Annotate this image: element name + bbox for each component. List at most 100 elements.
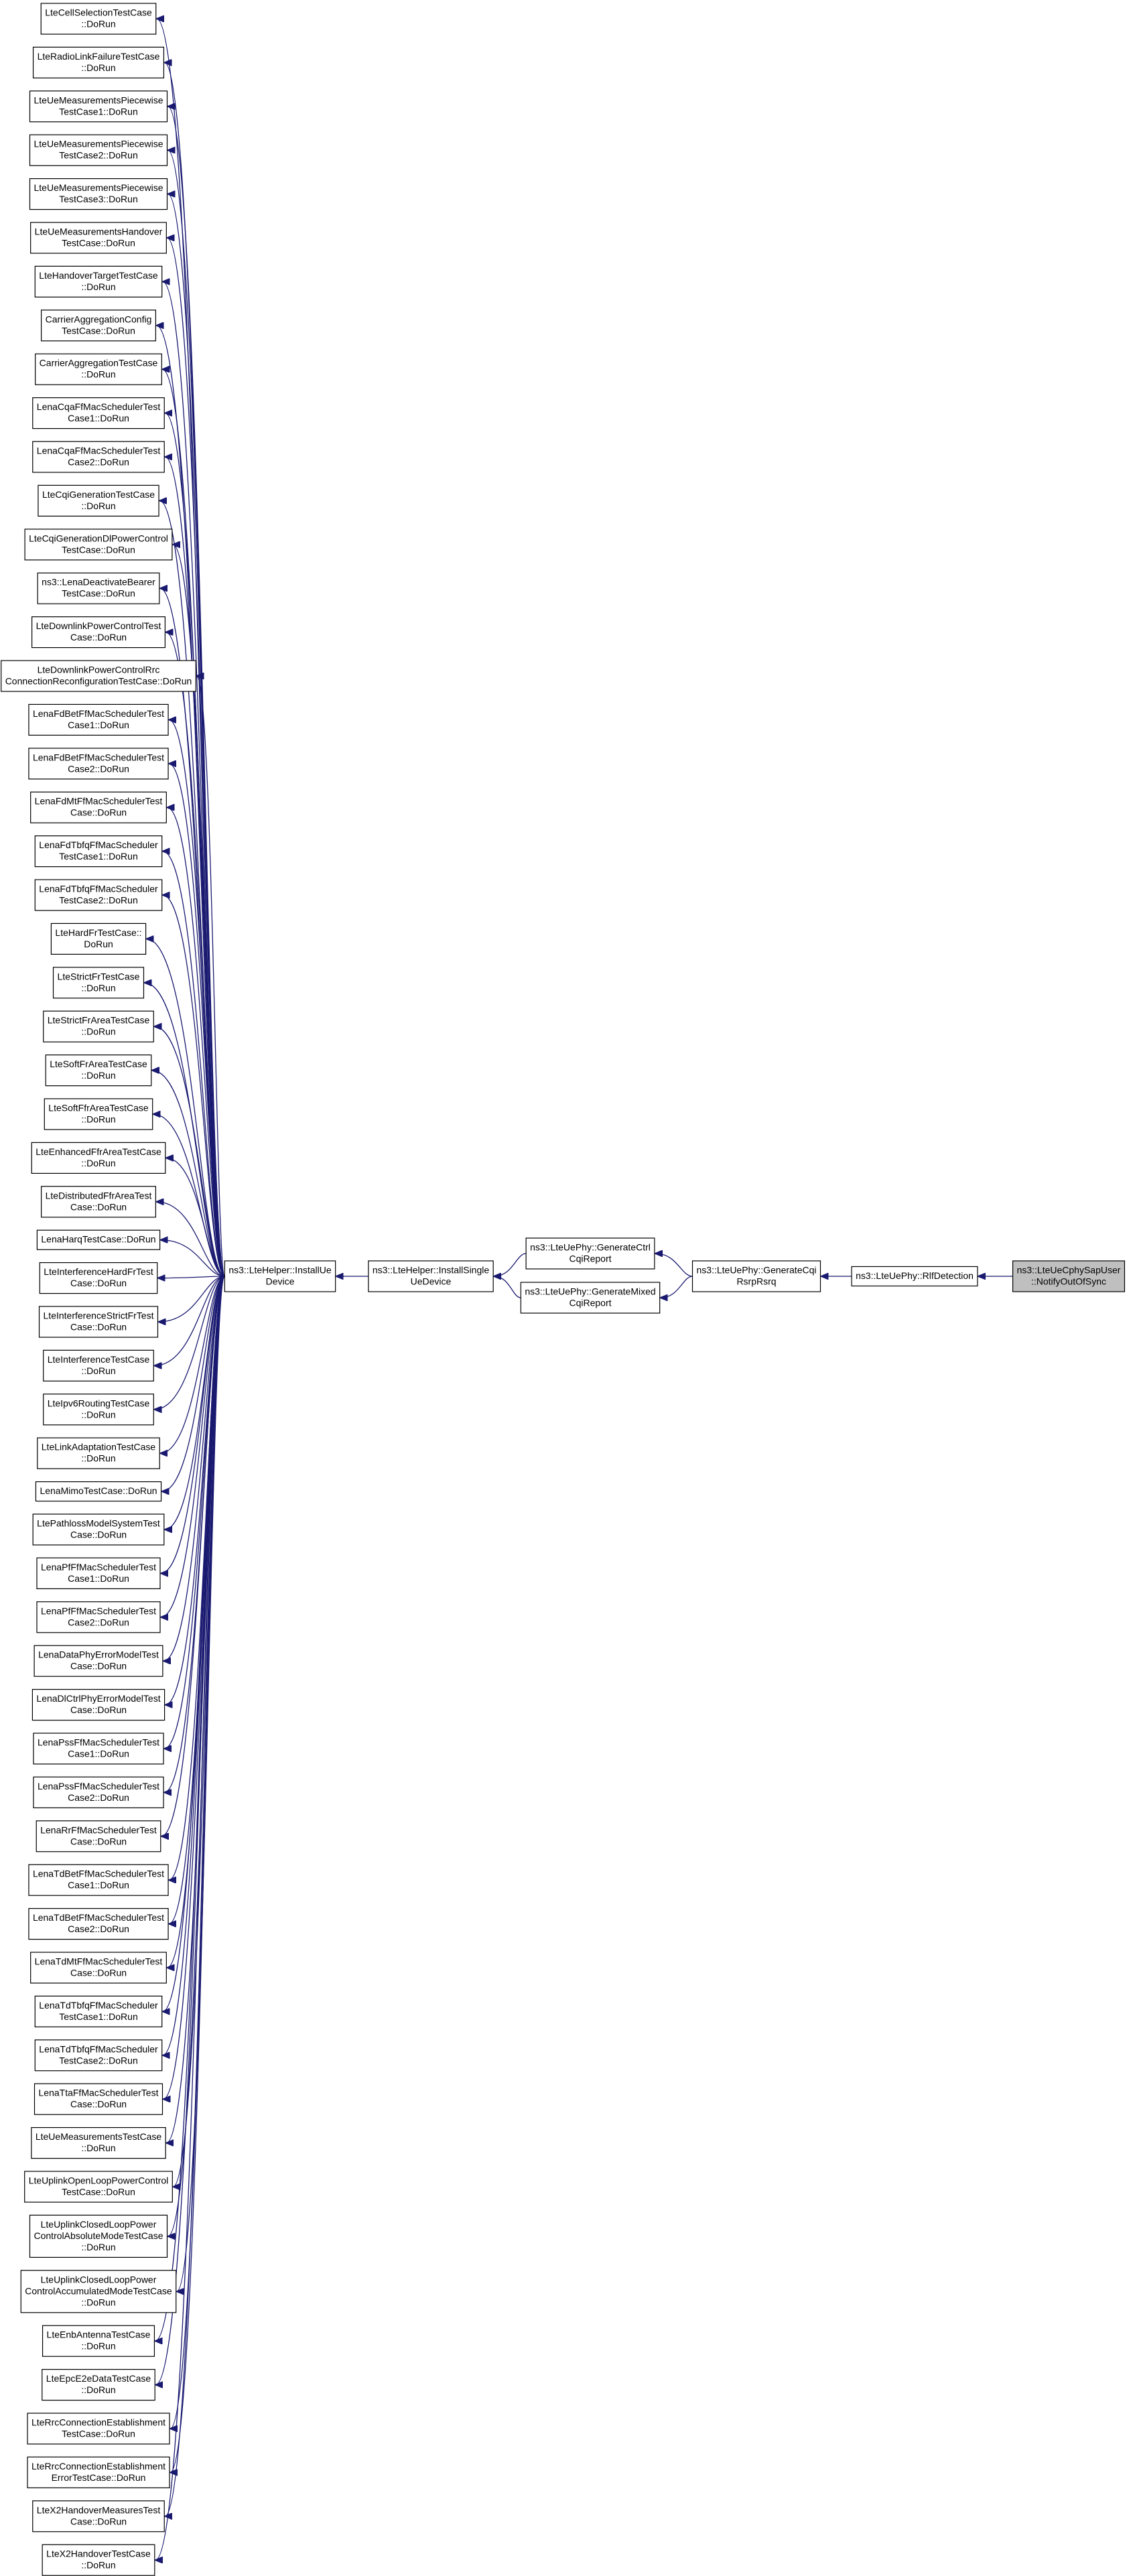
node-box (33, 1776, 164, 1808)
node-box (43, 1010, 154, 1042)
graph-node: LteUplinkClosedLoopPower ControlAbsoluteM… (29, 2214, 168, 2258)
call-edge (655, 1253, 693, 1277)
graph-node: CarrierAggregationTestCase::DoRun (35, 353, 162, 385)
node-label: LteSoftFrAreaTestCase::DoRun (50, 1059, 147, 1081)
graph-node: LenaDlCtrlPhyErrorModelTest Case::DoRun (31, 1689, 165, 1721)
node-box (36, 1601, 161, 1633)
call-edge (156, 1202, 225, 1277)
node-box (35, 1481, 162, 1502)
node-box (34, 2039, 163, 2072)
graph-node: LteInterferenceTestCase::DoRun (43, 1349, 154, 1382)
node-label-line: LteSoftFrAreaTestCase (50, 1059, 147, 1069)
node-box (31, 616, 165, 649)
graph-node: LenaTdBetFfMacSchedulerTest Case2::DoRun (28, 1908, 169, 1940)
node-box (42, 2369, 155, 2401)
node-box (525, 1237, 655, 1270)
node-box (29, 2214, 168, 2258)
call-edge (147, 939, 225, 1277)
graph-node: LenaTtaFfMacSchedulerTest Case::DoRun (34, 2083, 163, 2115)
node-label-line: ::DoRun (81, 2143, 115, 2153)
node-label-line: TestCase1::DoRun (59, 106, 138, 117)
node-box (224, 1260, 336, 1292)
call-edge (152, 1071, 225, 1277)
node-label: LteDownlinkPowerControlRrc ConnectionReco… (5, 664, 192, 686)
node-label: ns3::LteUePhy::RlfDetection (856, 1270, 974, 1281)
node-box (43, 1394, 154, 1426)
node-label-line: Case1::DoRun (68, 1879, 129, 1890)
call-edge (163, 1276, 225, 1661)
node-label-line: LenaFdMtFfMacSchedulerTest (35, 795, 163, 806)
node-label-line: TestCase2::DoRun (59, 894, 138, 905)
graph-node: LteSoftFfrAreaTestCase::DoRun (44, 1098, 153, 1130)
node-label-line: LteX2HandoverMeasuresTest (37, 2504, 161, 2515)
node-box (45, 1054, 152, 1087)
graph-node: LenaTdTbfqFfMacScheduler TestCase1::DoRun (34, 1995, 163, 2027)
node-label: LenaCqaFfMacSchedulerTest Case2::DoRun (37, 445, 161, 467)
node-label: ns3::LteUePhy::GenerateCqi RsrpRsrq (697, 1264, 817, 1286)
node-label-line: ns3::LteUePhy::GenerateCqi (697, 1264, 817, 1275)
node-label: LteX2HandoverMeasuresTest Case::DoRun (37, 2504, 161, 2526)
graph-node: LenaTdBetFfMacSchedulerTest Case1::DoRun (28, 1864, 169, 1896)
node-box (32, 1513, 165, 1546)
node-label: LenaPfFfMacSchedulerTest Case2::DoRun (41, 1605, 156, 1627)
node-label-line: ::DoRun (81, 281, 115, 292)
node-label-line: LteUeMeasurementsHandover (35, 226, 163, 236)
graph-node: LteCqiGenerationDlPowerControl TestCase::… (24, 529, 173, 561)
node-label-line: ::DoRun (81, 1070, 115, 1081)
graph-node: LteUeMeasurementsTestCase::DoRun (31, 2127, 166, 2159)
call-edge (165, 1276, 225, 2516)
node-box (28, 1864, 169, 1896)
node-label: LteUeMeasurementsTestCase::DoRun (36, 2131, 162, 2153)
node-label-line: LteLinkAdaptationTestCase (42, 1441, 156, 1452)
call-edge (661, 1276, 693, 1298)
node-label-line: LteCellSelectionTestCase (45, 7, 152, 17)
node-label-line: ns3::LteUePhy::GenerateMixed (525, 1286, 655, 1296)
node-label-line: Case::DoRun (70, 1201, 127, 1212)
node-box (42, 2544, 155, 2576)
node-label: LenaPssFfMacSchedulerTest Case1::DoRun (38, 1737, 159, 1759)
node-label: LteInterferenceStrictFrTest Case::DoRun (44, 1310, 154, 1332)
node-label: LteRadioLinkFailureTestCase::DoRun (38, 51, 160, 73)
node-label: LenaPssFfMacSchedulerTest Case2::DoRun (38, 1781, 159, 1803)
node-box (20, 2270, 177, 2313)
node-box (520, 1282, 661, 1314)
node-label: ns3::LteUePhy::GenerateMixed CqiReport (525, 1286, 655, 1308)
node-label: LteUplinkOpenLoopPowerControl TestCase::D… (29, 2175, 169, 2197)
node-label-line: TestCase1::DoRun (59, 2011, 138, 2022)
node-label: LteStrictFrAreaTestCase::DoRun (48, 1014, 150, 1036)
node-box (37, 1437, 160, 1469)
node-label-line: Case1::DoRun (68, 413, 129, 423)
graph-node: LteX2HandoverMeasuresTest Case::DoRun (32, 2500, 165, 2532)
node-label-line: Case2::DoRun (68, 763, 129, 774)
node-box (37, 572, 160, 604)
node-label-line: Case::DoRun (70, 632, 127, 642)
node-box (36, 1229, 161, 1250)
graph-node: ns3::LenaDeactivateBearer TestCase::DoRun (37, 572, 160, 604)
graph-node: LtePathlossModelSystemTest Case::DoRun (32, 1513, 165, 1546)
node-label-line: ns3::LteUeCphySapUser (1017, 1264, 1121, 1275)
node-label-line: TestCase::DoRun (62, 325, 135, 336)
graph-node: LteRrcConnectionEstablishment ErrorTestCa… (27, 2456, 170, 2488)
node-label-line: TestCase2::DoRun (59, 149, 138, 160)
node-label-line: LenaMimoTestCase::DoRun (40, 1485, 157, 1496)
node-label-line: LteUplinkClosedLoopPower (41, 2274, 157, 2285)
node-label-line: LteUplinkOpenLoopPowerControl (29, 2175, 169, 2185)
node-label-line: LteIpv6RoutingTestCase (48, 1398, 150, 1408)
node-label: LteEnhancedFfrAreaTestCase::DoRun (36, 1146, 161, 1168)
node-label: LteUplinkClosedLoopPower ControlAccumulat… (25, 2274, 172, 2307)
graph-node: LenaTdMtFfMacSchedulerTest Case::DoRun (30, 1952, 167, 1984)
node-box (38, 1306, 159, 1338)
graph-node: LteRadioLinkFailureTestCase::DoRun (32, 46, 165, 79)
graph-node: LteLinkAdaptationTestCase::DoRun (37, 1437, 160, 1469)
call-edge (494, 1276, 521, 1298)
node-label-line: LteInterferenceTestCase (48, 1354, 150, 1365)
node-box (41, 310, 156, 342)
node-box (27, 2413, 170, 2445)
call-edge (161, 1276, 225, 1836)
node-label-line: LenaFdBetFfMacSchedulerTest (33, 708, 164, 719)
node-label-line: LenaCqaFfMacSchedulerTest (37, 445, 161, 456)
node-box (34, 835, 163, 868)
node-label: LenaTtaFfMacSchedulerTest Case::DoRun (39, 2087, 159, 2109)
node-label-line: LteInterferenceHardFrTest (44, 1266, 153, 1277)
